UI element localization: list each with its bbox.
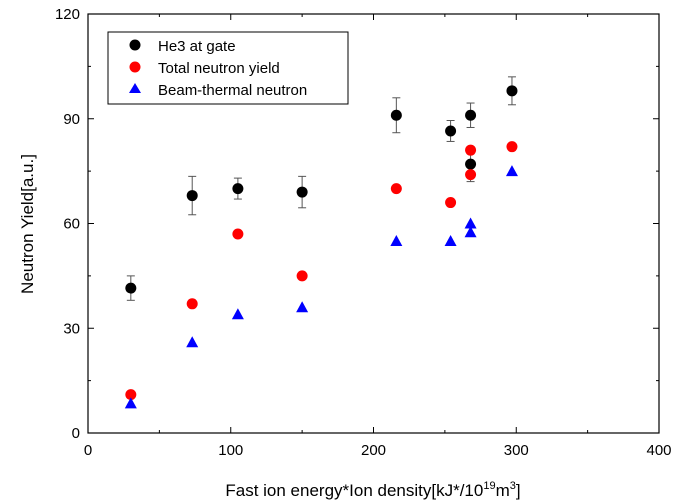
x-axis-title-sup1: 19 bbox=[483, 480, 495, 492]
data-point-series-2 bbox=[505, 165, 518, 177]
data-points bbox=[124, 85, 518, 409]
data-point-series-1 bbox=[186, 298, 198, 310]
x-tick-label: 100 bbox=[218, 442, 243, 459]
x-tick-label: 300 bbox=[504, 442, 529, 459]
x-tick-label: 0 bbox=[84, 442, 92, 459]
error-bars bbox=[126, 76, 516, 301]
data-point-series-2 bbox=[186, 336, 199, 348]
legend-marker-total bbox=[129, 61, 141, 73]
x-tick-label: 400 bbox=[646, 442, 671, 459]
data-point-series-1 bbox=[296, 270, 308, 282]
data-point-series-2 bbox=[231, 308, 244, 320]
axis-ticks bbox=[87, 13, 660, 434]
legend: He3 at gate Total neutron yield Beam-the… bbox=[107, 31, 349, 105]
y-tick-label: 60 bbox=[63, 216, 80, 233]
y-tick-label: 90 bbox=[63, 111, 80, 128]
legend-label-beam: Beam-thermal neutron bbox=[158, 82, 307, 99]
data-point-series-2 bbox=[124, 397, 137, 409]
y-tick-label: 0 bbox=[72, 425, 80, 442]
legend-box bbox=[107, 31, 349, 105]
legend-label-total: Total neutron yield bbox=[158, 60, 280, 77]
tick-labels: 0 100 200 300 400 0 30 60 90 120 bbox=[55, 6, 672, 459]
legend-label-he3: He3 at gate bbox=[158, 38, 236, 55]
x-axis-title-main: Fast ion energy*Ion density[kJ*/10 bbox=[225, 481, 483, 500]
data-point-series-0 bbox=[445, 125, 457, 137]
data-point-series-0 bbox=[465, 109, 477, 121]
data-point-series-0 bbox=[296, 186, 308, 198]
legend-marker-he3 bbox=[129, 39, 141, 51]
x-axis-title: Fast ion energy*Ion density[kJ*/1019m3] bbox=[225, 480, 520, 500]
data-point-series-0 bbox=[125, 282, 137, 294]
data-point-series-0 bbox=[390, 109, 402, 121]
y-axis-title: Neutron Yield[a.u.] bbox=[18, 154, 37, 294]
data-point-series-0 bbox=[186, 190, 198, 202]
data-point-series-1 bbox=[390, 183, 402, 195]
data-point-series-2 bbox=[296, 301, 309, 313]
data-point-series-0 bbox=[465, 158, 477, 170]
y-tick-label: 120 bbox=[55, 6, 80, 23]
x-tick-label: 200 bbox=[361, 442, 386, 459]
x-axis-title-mid: m bbox=[496, 481, 510, 500]
data-point-series-0 bbox=[232, 183, 244, 195]
data-point-series-1 bbox=[445, 197, 457, 209]
data-point-series-2 bbox=[464, 226, 477, 238]
data-point-series-2 bbox=[444, 234, 457, 246]
y-tick-label: 30 bbox=[63, 320, 80, 337]
data-point-series-0 bbox=[506, 85, 518, 97]
data-point-series-1 bbox=[125, 389, 137, 401]
data-point-series-1 bbox=[232, 228, 244, 240]
data-point-series-2 bbox=[464, 217, 477, 229]
data-point-series-1 bbox=[506, 141, 518, 153]
x-axis-title-end: ] bbox=[516, 481, 521, 500]
x-axis-title-sup2: 3 bbox=[510, 480, 516, 492]
legend-marker-beam bbox=[129, 83, 141, 93]
data-point-series-1 bbox=[465, 169, 477, 181]
data-point-series-1 bbox=[465, 144, 477, 156]
data-point-series-2 bbox=[390, 234, 403, 246]
